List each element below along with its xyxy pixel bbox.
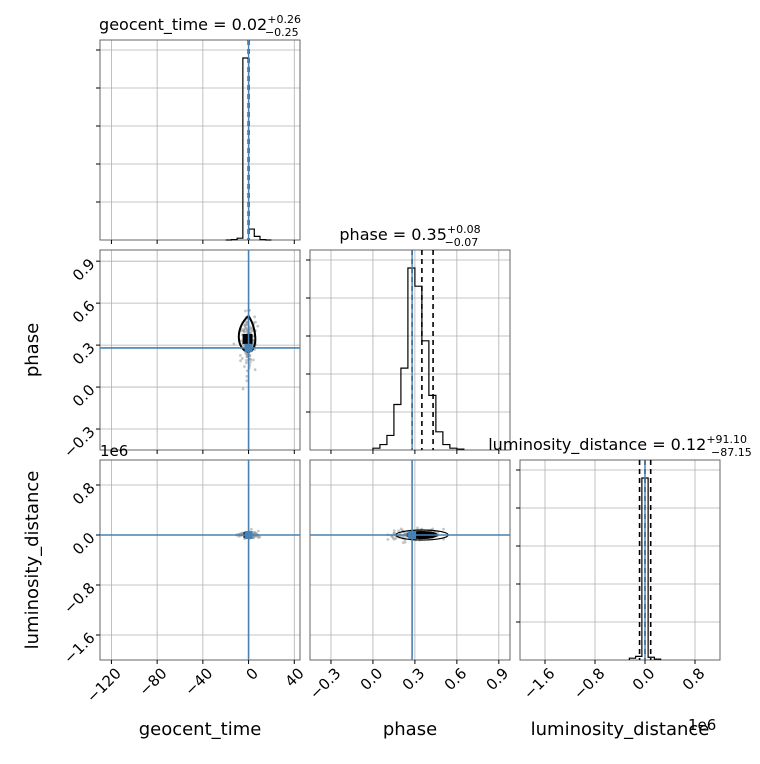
y-tick-label-luminosity_distance: −0.8 xyxy=(60,579,98,617)
panel-frame xyxy=(519,459,721,661)
scatter-point xyxy=(442,527,445,531)
scatter-point xyxy=(242,329,246,333)
panel-geocent_time-geocent_time xyxy=(96,39,301,244)
x-tick-label-phase: 0.9 xyxy=(483,664,513,694)
x-axis-label-geocent_time: geocent_time xyxy=(139,719,262,740)
panel-frame xyxy=(309,249,511,451)
scatter-point xyxy=(244,361,248,365)
title-luminosity_distance: luminosity_distance = 0.12+91.10 −87.15 xyxy=(488,433,752,459)
histogram-phase xyxy=(372,267,465,450)
panel-frame xyxy=(99,249,301,451)
y-tick-label-luminosity_distance: 0.0 xyxy=(69,529,99,559)
x-tick-label-luminosity_distance: 0.8 xyxy=(679,664,709,694)
x-tick-label-luminosity_distance: −0.8 xyxy=(570,664,608,702)
scatter-point xyxy=(397,529,400,533)
panel-phase-geocent_time xyxy=(96,249,301,454)
scatter-point xyxy=(244,309,247,313)
panel-frame xyxy=(99,459,301,661)
scatter-point xyxy=(245,379,249,383)
x-axis-label-phase: phase xyxy=(383,719,437,740)
x-tick-label-geocent_time: −40 xyxy=(181,664,216,699)
scatter-point xyxy=(232,342,236,346)
scatter-point xyxy=(392,529,396,533)
y-tick-label-phase: 0.3 xyxy=(69,339,99,369)
title-phase: phase = 0.35+0.08 −0.07 xyxy=(339,223,480,249)
y-scale-offset-luminosity_distance: 1e6 xyxy=(100,442,128,460)
y-tick-label-luminosity_distance: 0.8 xyxy=(69,479,99,509)
scatter-point xyxy=(243,365,246,368)
y-axis-label-phase: phase xyxy=(22,323,43,377)
title-plus-phase: +0.08 xyxy=(447,223,481,236)
title-geocent_time: geocent_time = 0.02+0.26 −0.25 xyxy=(99,13,301,39)
panel-luminosity_distance-luminosity_distance xyxy=(516,459,721,664)
scatter-point xyxy=(253,315,257,319)
y-tick-label-luminosity_distance: −1.6 xyxy=(60,629,98,667)
scatter-point xyxy=(240,329,243,333)
x-tick-label-geocent_time: −80 xyxy=(135,664,170,699)
title-plus-geocent_time: +0.26 xyxy=(267,13,301,26)
panel-luminosity_distance-phase xyxy=(309,459,511,664)
scatter-point xyxy=(403,540,407,544)
scatter-point xyxy=(256,529,260,533)
x-tick-label-luminosity_distance: 0.0 xyxy=(629,664,659,694)
y-tick-label-phase: −0.3 xyxy=(60,423,98,461)
x-tick-label-phase: −0.3 xyxy=(306,664,344,702)
panel-frame xyxy=(309,459,511,661)
scatter-point xyxy=(249,358,253,362)
y-axis-label-luminosity_distance: luminosity_distance xyxy=(22,471,43,650)
x-tick-label-geocent_time: −120 xyxy=(83,664,125,706)
title-main-luminosity_distance: luminosity_distance = 0.12 xyxy=(488,435,706,455)
title-main-geocent_time: geocent_time = 0.02 xyxy=(99,15,267,35)
panel-frame xyxy=(99,39,301,241)
title-plus-luminosity_distance: +91.10 xyxy=(706,433,747,446)
scatter-point xyxy=(254,320,257,324)
title-main-phase: phase = 0.35 xyxy=(339,225,446,244)
x-tick-label-geocent_time: 0 xyxy=(243,664,262,683)
title-minus-luminosity_distance: −87.15 xyxy=(711,446,752,459)
x-tick-label-phase: 0.6 xyxy=(441,664,471,694)
scatter-point xyxy=(386,537,390,541)
scatter-point xyxy=(239,359,242,363)
scatter-point xyxy=(393,531,396,535)
scatter-point xyxy=(239,339,243,343)
scatter-point xyxy=(394,536,398,540)
y-tick-label-phase: 0.0 xyxy=(69,381,99,411)
x-tick-label-phase: 0.0 xyxy=(357,664,387,694)
scatter-point xyxy=(245,358,248,362)
title-minus-phase: −0.07 xyxy=(445,236,479,249)
x-tick-label-geocent_time: 40 xyxy=(281,664,307,690)
scatter-point xyxy=(436,531,439,535)
x-tick-label-luminosity_distance: −1.6 xyxy=(520,664,558,702)
scatter-point xyxy=(256,324,260,328)
panel-luminosity_distance-geocent_time xyxy=(96,459,301,664)
truth-marker xyxy=(244,343,253,352)
contour-core xyxy=(242,333,253,344)
scatter-point xyxy=(401,535,405,539)
truth-marker xyxy=(408,531,417,539)
scatter-point xyxy=(253,368,257,372)
scatter-point xyxy=(249,360,252,364)
scatter-point xyxy=(249,527,253,531)
x-tick-label-phase: 0.3 xyxy=(399,664,429,694)
scatter-point xyxy=(252,536,255,540)
title-minus-geocent_time: −0.25 xyxy=(265,26,299,39)
scatter-point xyxy=(238,354,242,357)
x-scale-offset-luminosity_distance: 1e6 xyxy=(688,716,716,734)
truth-marker xyxy=(244,531,253,539)
y-tick-label-phase: 0.9 xyxy=(69,255,99,285)
panel-phase-phase xyxy=(306,249,511,454)
scatter-point xyxy=(244,324,247,327)
scatter-point xyxy=(416,526,419,530)
scatter-point xyxy=(252,358,255,362)
scatter-point xyxy=(245,374,249,378)
scatter-point xyxy=(241,387,245,391)
x-axis-label-luminosity_distance: luminosity_distance xyxy=(531,719,710,740)
y-tick-label-phase: 0.6 xyxy=(69,297,99,327)
scatter-point xyxy=(240,356,244,360)
scatter-point xyxy=(244,320,248,324)
